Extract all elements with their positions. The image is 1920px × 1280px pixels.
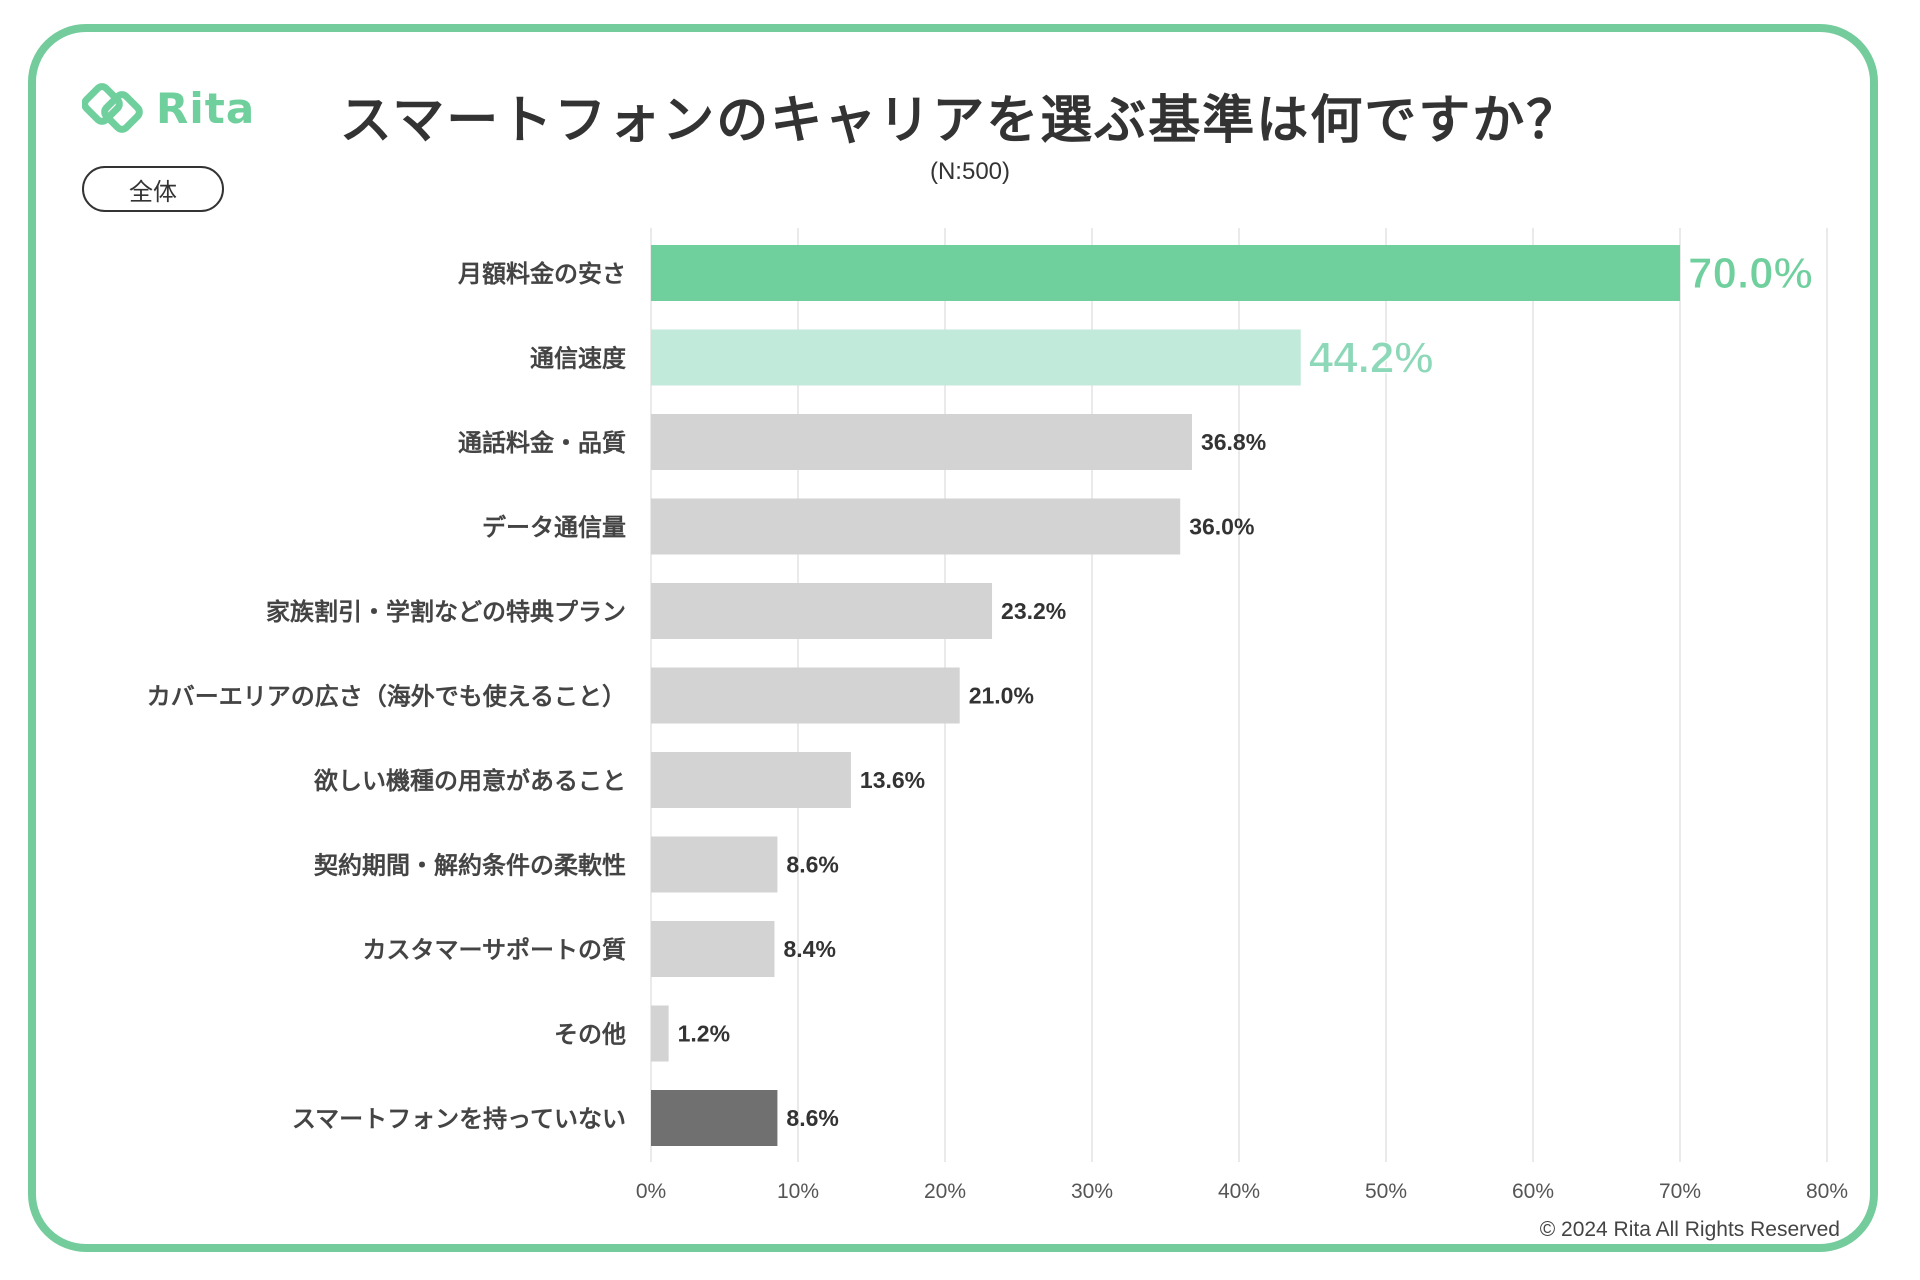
x-tick-label: 70% bbox=[1659, 1180, 1701, 1203]
category-label: 欲しい機種の用意があること bbox=[313, 767, 626, 795]
category-label: スマートフォンを持っていない bbox=[292, 1105, 626, 1133]
bar bbox=[651, 1090, 778, 1146]
brand-logo: Rita bbox=[82, 76, 255, 140]
category-label: カスタマーサポートの質 bbox=[362, 936, 626, 964]
category-label: その他 bbox=[554, 1021, 626, 1049]
bar bbox=[651, 583, 993, 639]
bar bbox=[651, 414, 1192, 470]
data-label: 23.2% bbox=[1001, 598, 1066, 624]
x-tick-label: 60% bbox=[1512, 1180, 1554, 1203]
data-label: 13.6% bbox=[860, 767, 925, 793]
data-label: 8.6% bbox=[786, 1105, 838, 1131]
bar bbox=[651, 836, 778, 893]
category-label: 契約期間・解約条件の柔軟性 bbox=[314, 852, 626, 880]
data-label: 36.8% bbox=[1201, 429, 1266, 455]
segment-badge: 全体 bbox=[82, 166, 224, 212]
x-tick-label: 20% bbox=[924, 1180, 966, 1203]
data-label: 70.0% bbox=[1688, 249, 1813, 298]
x-tick-label: 40% bbox=[1218, 1180, 1260, 1203]
category-label: データ通信量 bbox=[482, 514, 626, 542]
brand-name: Rita bbox=[156, 83, 256, 133]
category-label: 通信速度 bbox=[530, 345, 627, 373]
data-label: 1.2% bbox=[678, 1021, 730, 1047]
copyright: © 2024 Rita All Rights Reserved bbox=[1539, 1218, 1840, 1241]
sample-size: (N:500) bbox=[929, 158, 1011, 185]
data-label: 21.0% bbox=[969, 683, 1034, 709]
data-label: 8.4% bbox=[783, 936, 835, 962]
data-label: 44.2% bbox=[1309, 334, 1434, 383]
bar bbox=[651, 245, 1680, 301]
x-tick-label: 80% bbox=[1806, 1180, 1848, 1203]
category-label: 月額料金の安さ bbox=[457, 260, 626, 288]
bar bbox=[651, 667, 960, 724]
data-label: 36.0% bbox=[1189, 514, 1254, 540]
x-tick-label: 0% bbox=[636, 1180, 666, 1203]
bar bbox=[651, 921, 775, 977]
category-label: カバーエリアの広さ（海外でも使えること） bbox=[147, 683, 626, 711]
x-tick-label: 30% bbox=[1071, 1180, 1113, 1203]
bar bbox=[651, 329, 1301, 386]
bar bbox=[651, 498, 1181, 555]
category-label: 通話料金・品質 bbox=[458, 429, 626, 457]
x-tick-label: 10% bbox=[777, 1180, 819, 1203]
page-title: スマートフォンのキャリアを選ぶ基準は何ですか？ bbox=[339, 91, 1581, 151]
bar bbox=[651, 752, 851, 808]
rita-logo-icon bbox=[82, 83, 143, 133]
x-tick-label: 50% bbox=[1365, 1180, 1407, 1203]
bar bbox=[651, 1005, 669, 1062]
category-label: 家族割引・学割などの特典プラン bbox=[266, 598, 626, 626]
data-label: 8.6% bbox=[786, 852, 838, 878]
